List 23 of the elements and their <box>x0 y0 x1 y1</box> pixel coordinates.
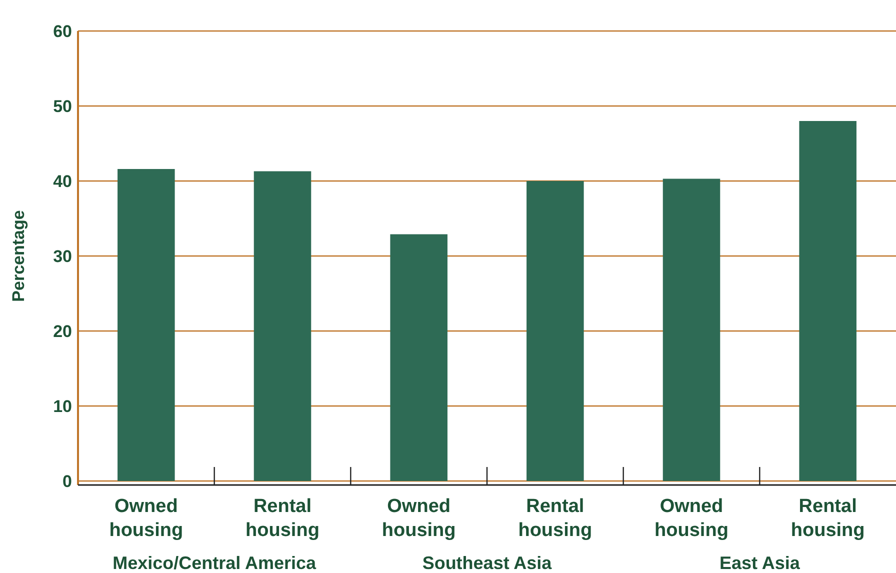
text: Southeast Asia <box>422 553 553 573</box>
y-tick-label: 40 <box>53 172 72 191</box>
bar <box>526 181 584 481</box>
x-tick-label: Owned housing <box>654 496 728 541</box>
bar <box>799 121 856 481</box>
x-tick-label: Rental housing <box>790 496 865 541</box>
y-tick-label: 60 <box>53 22 72 41</box>
text: Mexico/Central America <box>112 553 318 573</box>
x-tick-label: Rental housing <box>246 496 320 541</box>
x-tick-label: Owned housing <box>109 496 184 541</box>
y-tick-label: 10 <box>53 396 72 416</box>
y-tick-label: 0 <box>62 472 72 491</box>
bar <box>254 171 312 481</box>
y-axis-title: Percentage <box>9 210 28 302</box>
y-tick-label: 20 <box>53 322 72 341</box>
y-tick-label: 30 <box>53 246 72 266</box>
x-tick-label: Rental housing <box>518 496 592 541</box>
y-tick-label: 50 <box>53 96 72 116</box>
bar <box>118 169 175 481</box>
text: East Asia <box>719 553 801 573</box>
bar <box>390 234 448 481</box>
bar <box>662 178 720 481</box>
x-tick-label: Owned housing <box>382 496 456 541</box>
